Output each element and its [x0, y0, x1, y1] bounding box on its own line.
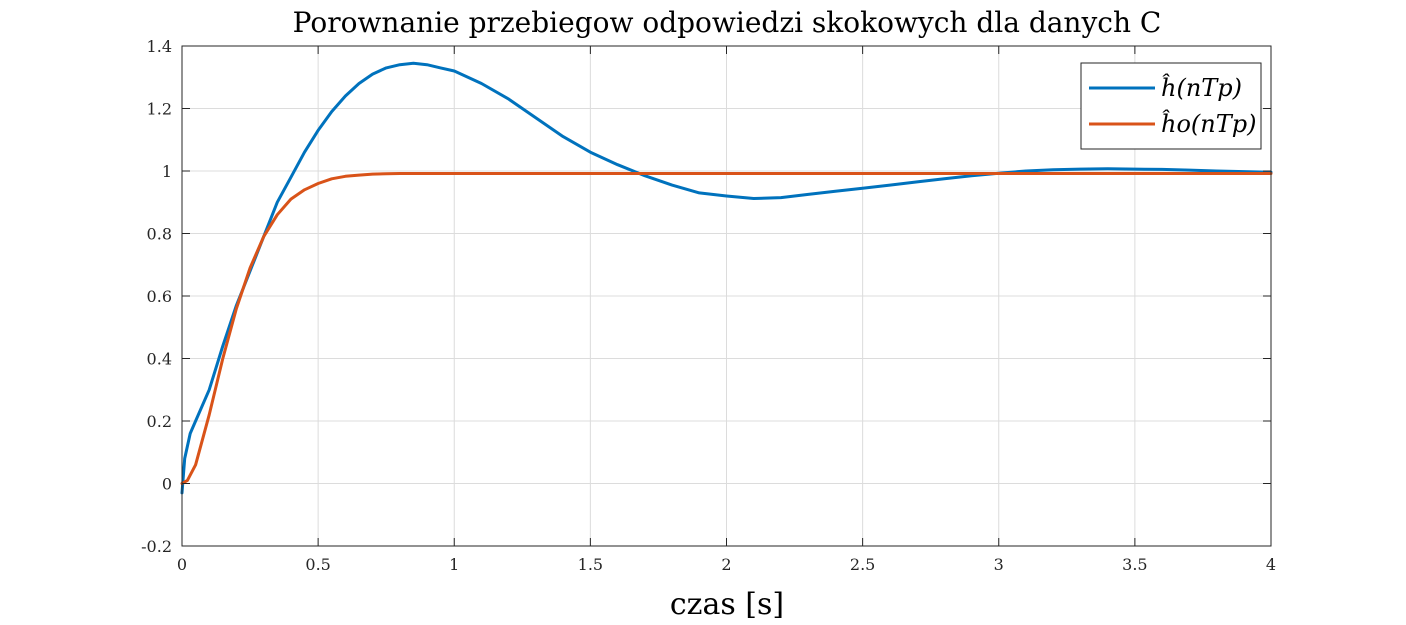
x-tick-label: 3 — [994, 555, 1004, 574]
x-axis-label: czas [s] — [670, 587, 784, 622]
axis-ticks: 0 0.5 1 1.5 2 2.5 3 3.5 4 -0.2 0 0.2 0.4 0.6 0.8 1 1.2 1.… — [141, 37, 1276, 574]
x-tick-label: 0.5 — [305, 555, 330, 574]
legend: ĥ(nTp) ĥo(nTp) — [1080, 62, 1262, 150]
x-tick-label: 0 — [177, 555, 187, 574]
y-tick-label: 1.2 — [147, 100, 172, 119]
x-tick-label: 2.5 — [850, 555, 875, 574]
x-tick-label: 1 — [449, 555, 459, 574]
x-tick-label: 3.5 — [1122, 555, 1147, 574]
y-tick-label: 0.4 — [147, 350, 172, 369]
y-tick-label: 1.4 — [147, 37, 172, 56]
y-tick-label: 1 — [162, 162, 172, 181]
chart-title: Porownanie przebiegow odpowiedzi skokowy… — [293, 6, 1162, 39]
y-tick-label: 0.6 — [147, 287, 172, 306]
y-tick-label: 0.2 — [147, 412, 172, 431]
series-line-1 — [180, 61, 1273, 495]
y-tick-label: -0.2 — [141, 537, 172, 556]
x-tick-label: 2 — [721, 555, 731, 574]
legend-label-1: ĥ(nTp) — [1161, 73, 1242, 102]
x-tick-label: 4 — [1266, 555, 1276, 574]
x-tick-label: 1.5 — [578, 555, 603, 574]
legend-box — [1080, 62, 1262, 150]
series-layer — [180, 61, 1273, 495]
y-tick-label: 0 — [162, 475, 172, 494]
y-tick-label: 0.8 — [147, 225, 172, 244]
legend-label-2: ĥo(nTp) — [1161, 109, 1256, 138]
series-line-2 — [180, 172, 1273, 485]
